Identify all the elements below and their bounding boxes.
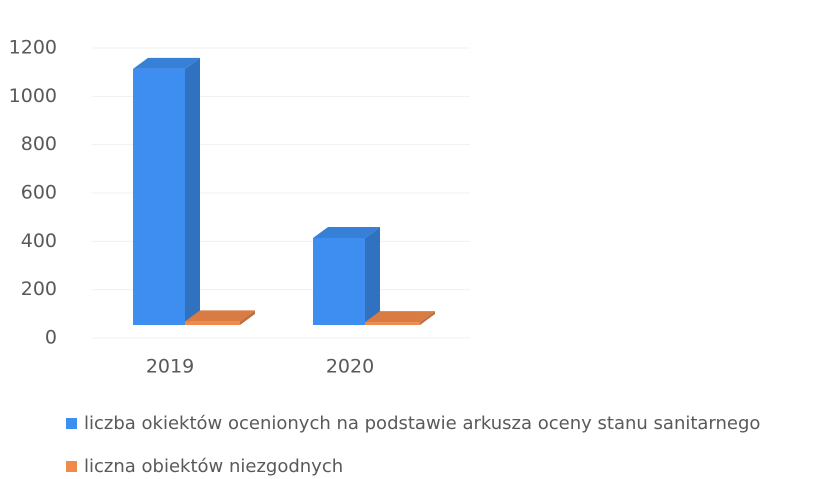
bar-top [365,311,435,323]
bar-top [313,227,380,238]
legend-swatch [66,418,77,429]
bar [365,311,435,325]
bar-front [133,68,185,325]
bar-side [365,227,380,325]
bar-side [420,311,435,325]
legend-label: liczna obiektów niezgodnych [84,456,343,477]
y-tick-label: 0 [45,327,57,349]
bar [313,227,380,325]
bar [133,57,200,325]
x-tick-label: 2020 [326,356,374,378]
legend-swatch [66,461,77,472]
bar-side [240,310,255,325]
y-tick-label: 1200 [9,37,57,59]
y-tick-label: 200 [21,278,57,300]
y-tick-label: 600 [21,182,57,204]
bar-front [365,322,420,325]
y-tick-label: 400 [21,230,57,252]
y-tick-label: 800 [21,133,57,155]
bar-top [185,310,255,322]
x-tick-label: 2019 [146,356,194,378]
bar-front [185,321,240,325]
bar-front [313,238,365,325]
bar-top [133,57,200,69]
y-tick-label: 1000 [9,85,57,107]
legend-label: liczba okiektów ocenionych na podstawie … [84,413,760,434]
bar-side [185,57,200,325]
bar [185,310,255,325]
